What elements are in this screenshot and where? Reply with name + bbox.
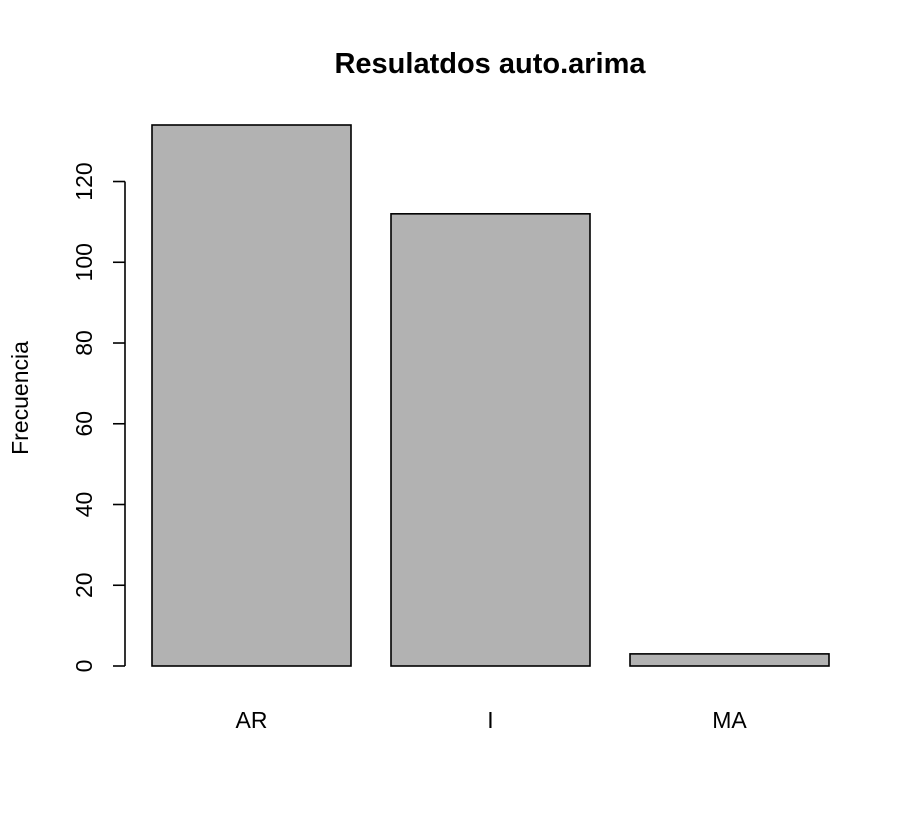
y-tick-label-20: 20 (71, 572, 97, 598)
bars-group (151, 124, 830, 667)
y-tick-label-60: 60 (71, 411, 97, 437)
chart-title: Resulatdos auto.arima (334, 48, 646, 80)
y-tick-label-80: 80 (71, 330, 97, 356)
bar-ma (629, 653, 830, 667)
x-axis-labels: AR I MA (236, 707, 748, 733)
bar-i (390, 213, 591, 667)
y-tick-label-100: 100 (71, 243, 97, 281)
y-tick-label-40: 40 (71, 492, 97, 518)
bar-ar (151, 124, 352, 667)
y-tick-label-120: 120 (71, 162, 97, 200)
y-axis-label: Frecuencia (7, 341, 33, 455)
x-tick-label-ar: AR (236, 707, 268, 733)
y-axis: 0 20 40 60 80 100 120 (71, 162, 126, 673)
y-tick-label-0: 0 (71, 660, 97, 673)
x-tick-label-i: I (487, 707, 493, 733)
x-tick-label-ma: MA (712, 707, 747, 733)
